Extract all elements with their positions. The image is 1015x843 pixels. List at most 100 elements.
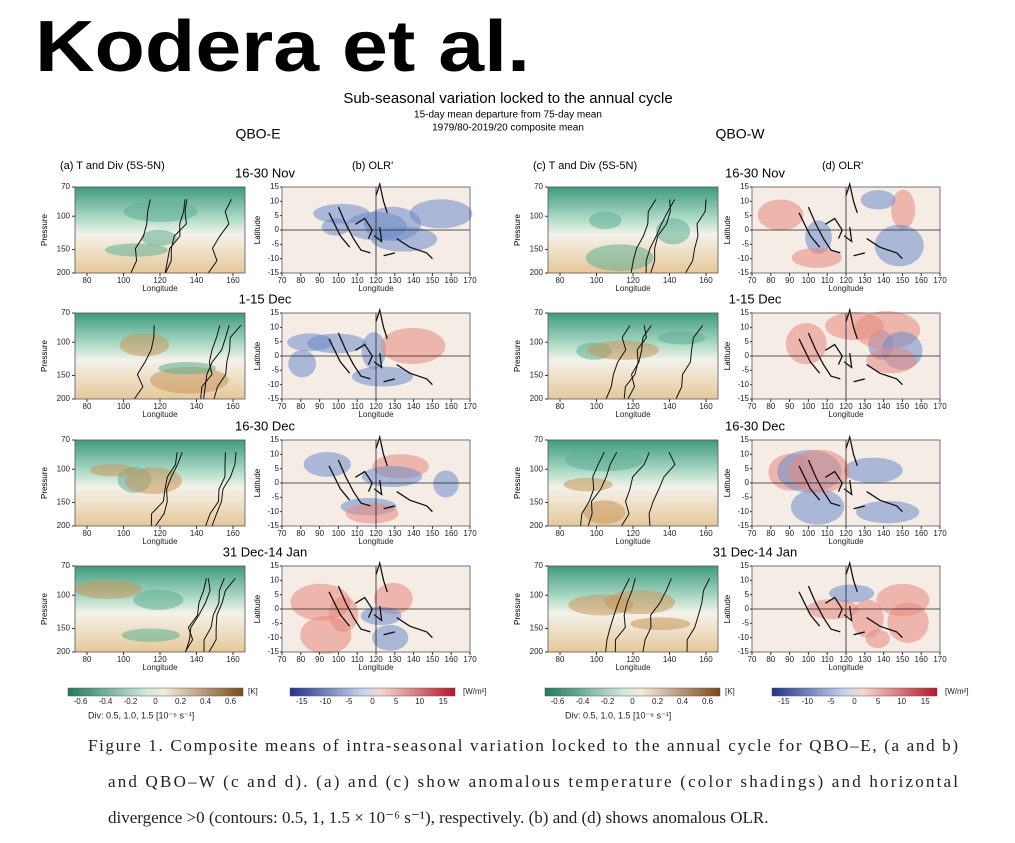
coastline: [337, 206, 371, 254]
olr-anomaly: [345, 503, 399, 524]
coastline: [843, 480, 853, 496]
x-tick-label: 80: [296, 529, 305, 538]
y-tick-label: -5: [272, 492, 280, 501]
y-tick-label: 10: [740, 322, 749, 331]
period-label: 31 Dec-14 Jan: [223, 544, 308, 559]
x-tick-label: 130: [388, 529, 402, 538]
x-tick-label: 170: [463, 655, 477, 664]
period-label: 16-30 Nov: [725, 165, 785, 180]
x-tick-label: 140: [663, 529, 677, 538]
y-tick-label: 100: [530, 464, 544, 473]
olr-anomaly: [855, 500, 920, 524]
coastline: [845, 307, 858, 340]
y-tick-label: 5: [275, 464, 280, 473]
coastline: [373, 353, 383, 369]
coastline: [383, 378, 395, 383]
axis-label: Latitude: [253, 468, 262, 497]
x-tick-label: 110: [821, 529, 834, 538]
y-tick-label: -10: [737, 380, 749, 389]
olr-anomaly: [829, 584, 875, 603]
colorbar-tick-label: 15: [921, 697, 930, 706]
y-tick-label: 0: [275, 604, 280, 613]
x-tick-label: 120: [839, 529, 853, 538]
y-tick-label: -5: [742, 618, 750, 627]
panel-label: (c) T and Div (5S-5N): [533, 160, 637, 172]
divergence-contour: [675, 324, 704, 400]
x-tick-label: 80: [556, 402, 565, 411]
x-tick-label: 130: [388, 655, 402, 664]
colorbar-tick-label: -10: [320, 697, 332, 706]
coastline: [824, 470, 843, 492]
coastline: [824, 217, 843, 239]
x-tick-label: 140: [877, 529, 891, 538]
heading: Kodera et al.: [35, 7, 530, 87]
period-label: 16-30 Nov: [235, 165, 295, 180]
x-tick-label: 80: [556, 276, 565, 285]
x-tick-label: 100: [590, 655, 604, 664]
coastline: [375, 181, 388, 214]
y-tick-label: -15: [267, 521, 279, 530]
x-tick-label: 70: [278, 276, 287, 285]
y-tick-label: 150: [57, 245, 71, 254]
panel-label: (d) OLR': [822, 160, 863, 172]
colorbar-tick-label: 0: [153, 697, 158, 706]
colorbar-unit: [W/m²]: [945, 687, 969, 696]
y-tick-label: -10: [737, 507, 749, 516]
axis-label: Latitude: [253, 341, 262, 370]
axis-label: Latitude: [723, 594, 732, 623]
x-tick-label: 150: [426, 655, 440, 664]
temperature-anomaly: [657, 331, 706, 345]
x-tick-label: 130: [858, 529, 872, 538]
x-tick-label: 90: [315, 655, 324, 664]
x-tick-label: 120: [153, 276, 167, 285]
axis-label: Latitude: [723, 341, 732, 370]
x-tick-label: 170: [933, 529, 947, 538]
coastline: [798, 338, 821, 374]
divergence-contour: [642, 578, 672, 653]
colorbar-unit: [K]: [248, 687, 258, 696]
y-tick-label: 0: [275, 478, 280, 487]
y-tick-label: 10: [270, 449, 279, 458]
x-tick-label: 140: [407, 402, 421, 411]
coastline: [843, 353, 853, 369]
colorbar-tick-label: 10: [415, 697, 424, 706]
x-tick-label: 90: [315, 402, 324, 411]
x-tick-label: 80: [296, 402, 305, 411]
x-tick-label: 100: [332, 402, 346, 411]
coastline: [807, 206, 841, 254]
divergence-contour: [630, 199, 657, 274]
colorbar-tick-label: 0: [852, 697, 857, 706]
coastline: [824, 596, 843, 618]
x-tick-label: 120: [839, 402, 853, 411]
y-tick-label: -5: [272, 618, 280, 627]
colorbar-unit: [K]: [725, 687, 735, 696]
x-tick-label: 100: [590, 402, 604, 411]
divergence-contour: [587, 452, 618, 527]
colorbar-tick-label: 0.2: [175, 697, 187, 706]
coastline: [824, 343, 843, 365]
x-tick-label: 130: [858, 655, 872, 664]
y-tick-label: 200: [57, 394, 71, 403]
divergence-contour: [150, 452, 178, 527]
x-tick-label: 160: [226, 276, 240, 285]
x-tick-label: 150: [426, 276, 440, 285]
x-tick-label: 100: [117, 402, 131, 411]
x-tick-label: 160: [445, 655, 459, 664]
y-tick-label: 15: [740, 435, 749, 444]
x-tick-label: 100: [117, 655, 131, 664]
x-tick-label: 80: [83, 276, 92, 285]
y-tick-label: 200: [530, 394, 544, 403]
x-tick-label: 140: [877, 276, 891, 285]
divergence-contour: [133, 325, 155, 400]
caption-line: divergence >0 (contours: 0.5, 1, 1.5 × 1…: [108, 808, 769, 827]
x-tick-label: 120: [369, 276, 383, 285]
caption: Figure 1. Composite means of intra-seaso…: [88, 736, 958, 827]
x-tick-label: 70: [278, 655, 287, 664]
coastline: [383, 631, 395, 636]
olr-anomaly: [887, 602, 929, 643]
x-tick-label: 120: [626, 655, 640, 664]
x-tick-label: 160: [915, 529, 929, 538]
period-label: 1-15 Dec: [729, 291, 782, 306]
coastline: [866, 617, 903, 639]
y-tick-label: 100: [57, 590, 71, 599]
